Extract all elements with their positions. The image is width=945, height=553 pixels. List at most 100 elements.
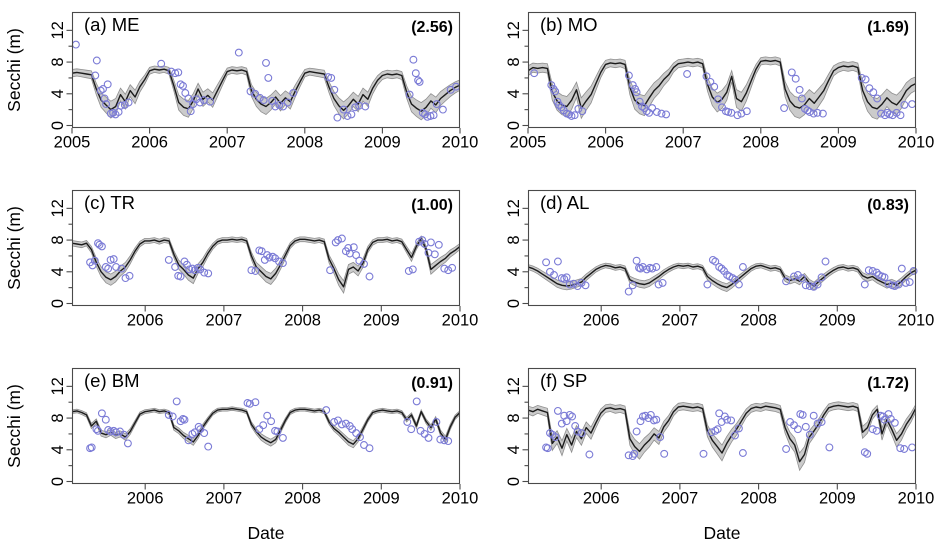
observation-point (421, 110, 430, 119)
observation-point (414, 76, 423, 85)
observation-point (164, 410, 173, 419)
y-tick-label: 0 (49, 121, 67, 130)
y-tick-label: 4 (505, 89, 523, 98)
observation-point (699, 449, 708, 458)
observation-point (569, 279, 578, 288)
x-tick-label: 2008 (286, 134, 323, 152)
observation-point (636, 417, 645, 426)
x-tick-label: 2006 (583, 312, 620, 330)
observation-point (547, 81, 556, 90)
observation-point (546, 429, 554, 438)
observation-point (908, 443, 917, 452)
x-tick-label: 2009 (363, 490, 400, 508)
observation-point (872, 268, 881, 277)
observation-point (324, 73, 333, 82)
y-tick-label: 12 (505, 199, 523, 217)
observation-point (330, 85, 339, 94)
observation-point (409, 55, 418, 64)
chart-a: 2005 2006 2007 2008 2009 2010 0 4 8 12 (a) ME (2.56… (4, 11, 478, 152)
x-tick-label: 2010 (442, 134, 479, 152)
observation-point (900, 100, 909, 109)
y-axis-title: Secchi (m) (4, 28, 24, 112)
observation-point (711, 257, 720, 266)
observation-point (247, 266, 256, 275)
observation-point (88, 261, 97, 270)
observation-point (168, 412, 177, 421)
observation-point (440, 264, 449, 273)
observation-point (795, 85, 804, 94)
x-tick-label: 2007 (662, 312, 699, 330)
observation-point (654, 280, 663, 289)
observation-point (652, 263, 661, 271)
observation-point (331, 238, 340, 247)
observation-point (182, 260, 191, 269)
panel-label: (f) SP (540, 370, 587, 391)
observation-point (112, 263, 121, 271)
observation-point (246, 87, 255, 96)
observation-point (530, 69, 539, 78)
observation-point (333, 113, 342, 122)
observation-point (426, 112, 435, 120)
observation-point (801, 422, 810, 431)
observation-point (429, 111, 438, 120)
y-axis-title: Secchi (m) (4, 384, 24, 468)
observation-point (352, 429, 361, 438)
observation-point (101, 415, 110, 424)
observation-point (200, 429, 209, 438)
observation-point (275, 257, 283, 266)
observation-point (251, 267, 260, 275)
observation-point (818, 109, 827, 118)
observation-point (628, 81, 637, 90)
x-tick-label: 2006 (587, 134, 624, 152)
panel-label: (a) ME (84, 14, 140, 35)
observation-point (337, 420, 346, 429)
observation-point (825, 443, 834, 452)
x-tick-label: 2006 (131, 134, 168, 152)
observation-point (565, 280, 574, 289)
panel-label: (c) TR (84, 192, 135, 213)
observation-point (275, 100, 284, 109)
observation-point (349, 243, 358, 252)
y-tick-label: 12 (49, 21, 67, 39)
observation-point (204, 269, 213, 278)
y-tick-label: 12 (505, 21, 523, 39)
observation-point (657, 109, 666, 118)
observation-point (121, 274, 130, 283)
observation-point (322, 406, 331, 415)
x-tick-label: 2009 (363, 312, 400, 330)
observation-point (865, 84, 874, 93)
observation-point (97, 409, 106, 418)
observation-point (102, 100, 111, 109)
y-tick-label: 4 (49, 267, 67, 276)
observation-point (71, 40, 80, 49)
observation-point (660, 449, 669, 458)
x-tick-label: 2007 (206, 490, 243, 508)
observation-point (415, 77, 424, 86)
observation-point (412, 397, 421, 406)
observation-point (200, 268, 209, 277)
observation-point (117, 264, 126, 273)
plot-area-b (528, 56, 916, 120)
observation-point (635, 97, 644, 106)
observation-point (809, 109, 818, 118)
observation-point (791, 74, 800, 83)
observation-point (171, 263, 180, 271)
panel-label: (e) BM (84, 370, 140, 391)
observation-point (403, 418, 412, 426)
observation-point (888, 111, 897, 120)
observation-point (263, 251, 272, 260)
observation-point (289, 89, 298, 97)
observation-point (549, 85, 558, 93)
observation-point (727, 416, 736, 425)
observation-point (713, 425, 722, 434)
plot-box (71, 189, 461, 307)
observation-point (880, 273, 889, 282)
observation-point (570, 111, 579, 120)
observation-point (805, 108, 814, 116)
observation-point (624, 287, 633, 296)
y-tick-label: 4 (49, 89, 67, 98)
fit-line (72, 68, 460, 112)
observation-point (797, 94, 806, 103)
fit-line (72, 237, 460, 288)
observation-point (87, 443, 96, 452)
